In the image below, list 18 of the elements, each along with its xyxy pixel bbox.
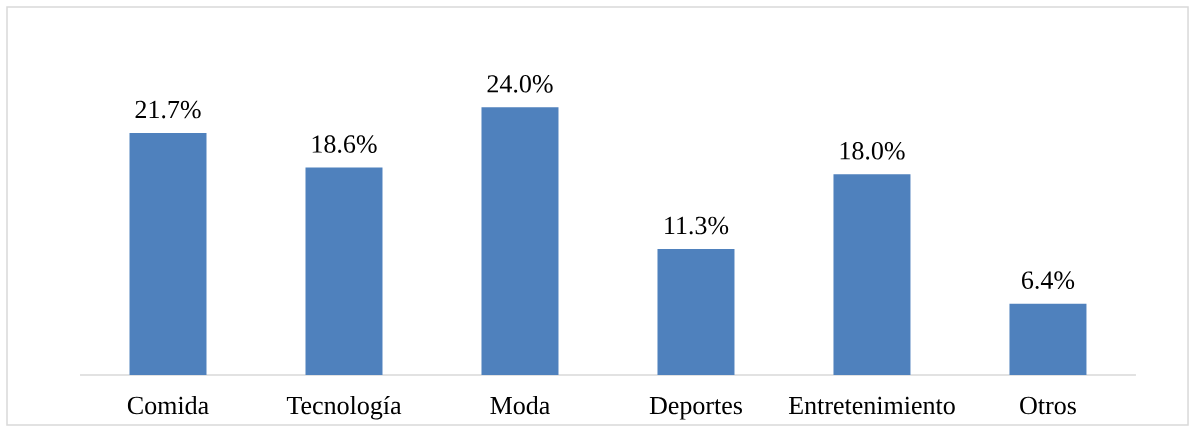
data-label: 11.3% (665, 216, 729, 235)
bar (1009, 303, 1087, 375)
x-tick-label: Otros (1020, 396, 1076, 415)
data-label: 6.4% (1022, 271, 1075, 289)
x-tick-label: Deportes (649, 396, 742, 420)
x-tick-label: Comida (127, 395, 209, 415)
x-tick-label: Entretenimiento (788, 396, 955, 415)
x-tick-label: Tecnología (286, 395, 402, 420)
bar (657, 248, 735, 375)
data-label: 21.7% (135, 100, 201, 119)
bar (129, 133, 207, 375)
data-label: 18.6% (312, 135, 377, 153)
x-tick-label: Moda (490, 395, 550, 415)
data-label: 18.0% (840, 141, 905, 160)
bar (833, 174, 911, 375)
bar (305, 167, 383, 375)
data-label: 24.0% (487, 75, 553, 93)
bar (481, 107, 559, 375)
